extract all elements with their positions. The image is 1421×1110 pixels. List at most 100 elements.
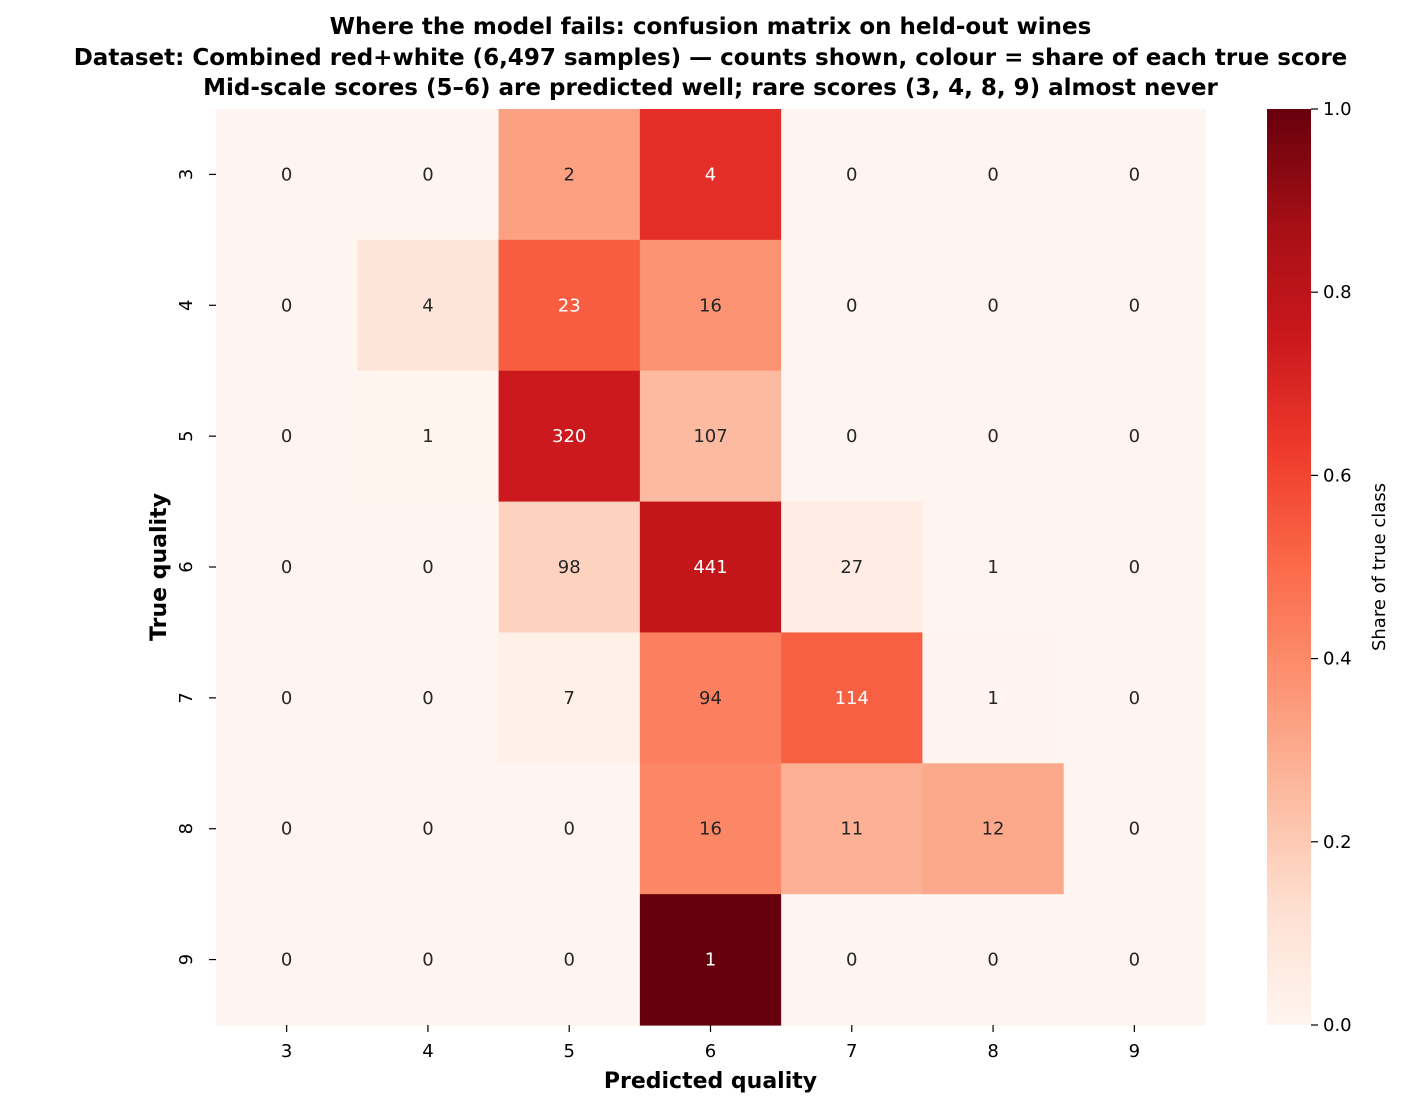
cell-value-label: 0 [987, 426, 998, 447]
heatmap-cell [639, 894, 782, 1026]
heatmap-cell [498, 763, 641, 895]
y-tick-label: 6 [176, 561, 197, 572]
cell-value-label: 0 [563, 819, 574, 840]
cell-value-label: 0 [846, 295, 857, 316]
cell-value-label: 0 [281, 295, 292, 316]
x-tick-label: 9 [1129, 1041, 1140, 1062]
cell-value-label: 0 [1129, 295, 1140, 316]
heatmap-cell [1063, 109, 1206, 241]
colorbar-tick-label: 0.4 [1323, 649, 1352, 670]
y-tick-label: 5 [176, 430, 197, 441]
heatmap-cell [498, 632, 641, 764]
heatmap-cell [781, 370, 924, 503]
y-axis-ticks: 3 4 5 6 7 8 9 [176, 169, 216, 965]
x-tick-label: 6 [705, 1041, 716, 1062]
cell-value-label: 0 [422, 164, 433, 185]
x-tick-label: 4 [422, 1041, 433, 1062]
heatmap-cell [498, 370, 641, 503]
heatmap-cell [922, 894, 1065, 1026]
x-tick-label: 5 [563, 1041, 574, 1062]
cell-value-label: 0 [1129, 688, 1140, 709]
cell-value-label: 16 [699, 295, 722, 316]
heatmap-cell [922, 109, 1065, 241]
cell-value-label: 0 [281, 819, 292, 840]
heatmap-cell [639, 632, 782, 764]
chart-annotation: Mid-scale scores (5–6) are predicted wel… [203, 75, 1218, 101]
cell-value-label: 0 [422, 950, 433, 971]
heatmap-cell [357, 894, 500, 1026]
cell-value-label: 0 [1129, 819, 1140, 840]
y-axis-label: True quality [147, 493, 172, 641]
heatmap-cell-labels: 0 0 2 4 0 0 00 4 23 16 0 0 00 1 320 107 0 0 00 0 98 441 27 1 00 0… [281, 164, 1140, 970]
heatmap-cell [639, 239, 782, 372]
cell-value-label: 441 [693, 557, 727, 578]
heatmap-cells [216, 109, 1206, 1026]
cell-value-label: 2 [563, 164, 574, 185]
heatmap-cell [922, 370, 1065, 503]
heatmap-cell [216, 894, 358, 1026]
y-tick-label: 7 [176, 692, 197, 703]
x-tick-label: 8 [987, 1041, 998, 1062]
cell-value-label: 0 [422, 819, 433, 840]
heatmap-cell [1063, 632, 1206, 764]
cell-value-label: 0 [281, 164, 292, 185]
cell-value-label: 0 [422, 688, 433, 709]
cell-value-label: 0 [422, 557, 433, 578]
colorbar-tick-label: 1.0 [1323, 99, 1352, 120]
colorbar-tick-label: 0.0 [1323, 1015, 1352, 1036]
heatmap-cell [357, 239, 500, 372]
cell-value-label: 0 [281, 426, 292, 447]
y-tick-label: 9 [176, 954, 197, 965]
cell-value-label: 16 [699, 819, 722, 840]
heatmap-cell [1063, 763, 1206, 895]
cell-value-label: 1 [987, 688, 998, 709]
heatmap-cell [922, 763, 1065, 895]
heatmap-cell [781, 239, 924, 372]
cell-value-label: 27 [840, 557, 863, 578]
x-tick-label: 7 [846, 1041, 857, 1062]
heatmap-cell [357, 109, 500, 241]
cell-value-label: 320 [552, 426, 586, 447]
cell-value-label: 0 [846, 426, 857, 447]
cell-value-label: 98 [558, 557, 581, 578]
heatmap-cell [216, 370, 358, 503]
colorbar-tick-label: 0.2 [1323, 832, 1352, 853]
heatmap-cell [216, 632, 358, 764]
heatmap-cell [216, 501, 358, 634]
chart-subtitle: Dataset: Combined red+white (6,497 sampl… [73, 45, 1348, 71]
heatmap-cell [781, 501, 924, 634]
heatmap-cell [357, 501, 500, 634]
cell-value-label: 94 [699, 688, 722, 709]
heatmap-cell [781, 894, 924, 1026]
heatmap-cell [922, 239, 1065, 372]
cell-value-label: 0 [987, 295, 998, 316]
colorbar [1267, 109, 1311, 1025]
colorbar-tick-label: 0.8 [1323, 282, 1352, 303]
cell-value-label: 1 [705, 950, 716, 971]
cell-value-label: 1 [987, 557, 998, 578]
cell-value-label: 4 [422, 295, 433, 316]
heatmap-cell [639, 501, 782, 634]
heatmap-cell [1063, 894, 1206, 1026]
heatmap-cell [498, 894, 641, 1026]
heatmap-cell [498, 239, 641, 372]
cell-value-label: 107 [693, 426, 727, 447]
cell-value-label: 0 [846, 164, 857, 185]
heatmap-cell [357, 632, 500, 764]
cell-value-label: 4 [705, 164, 716, 185]
cell-value-label: 0 [1129, 426, 1140, 447]
cell-value-label: 0 [281, 557, 292, 578]
cell-value-label: 0 [1129, 950, 1140, 971]
x-tick-label: 3 [281, 1041, 292, 1062]
cell-value-label: 12 [982, 819, 1005, 840]
heatmap-cell [781, 109, 924, 241]
y-tick-label: 3 [176, 169, 197, 180]
cell-value-label: 0 [846, 950, 857, 971]
colorbar-label: Share of true class [1369, 483, 1390, 651]
x-axis-label: Predicted quality [604, 1069, 817, 1094]
y-tick-label: 4 [176, 300, 197, 311]
heatmap-cell [922, 501, 1065, 634]
colorbar-ticks: 0.0 0.2 0.4 0.6 0.8 1.0 [1311, 99, 1352, 1036]
heatmap-cell [498, 109, 641, 241]
